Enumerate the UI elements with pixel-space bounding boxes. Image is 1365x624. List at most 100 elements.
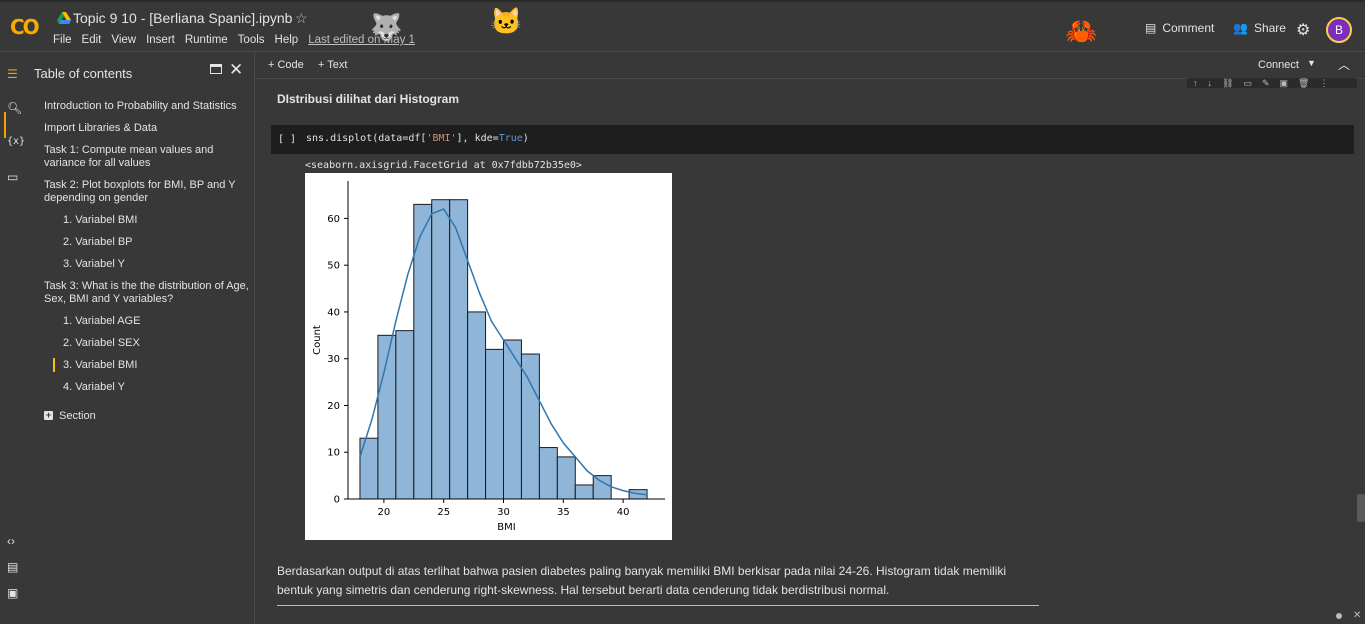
toc-selected-indicator <box>53 358 55 372</box>
histogram-plot: 0 10 20 30 40 50 60 20 25 30 35 40 BMI Count <box>305 173 672 540</box>
code-cell[interactable]: [ ] sns.displot(data=df['BMI'], kde=True… <box>271 125 1354 154</box>
command-palette-icon[interactable]: ▤ <box>7 560 19 574</box>
close-status-icon[interactable]: ✕ <box>1353 610 1362 621</box>
histogram-bar <box>395 330 415 500</box>
y-tick-label: 10 <box>327 448 340 459</box>
divider <box>277 605 1039 606</box>
histogram-bar <box>592 475 612 500</box>
connect-button[interactable]: Connect <box>1258 59 1299 71</box>
toc-item[interactable]: Import Libraries & Data <box>44 122 158 134</box>
colab-logo[interactable]: CO <box>10 15 40 39</box>
open-in-window-icon[interactable] <box>210 64 222 74</box>
menu-runtime[interactable]: Runtime <box>184 34 228 46</box>
close-icon[interactable]: ✕ <box>229 60 244 79</box>
y-tick-label: 30 <box>327 354 340 365</box>
status-indicator <box>1336 613 1342 619</box>
share-button[interactable]: 👥 Share <box>1233 21 1286 35</box>
markdown-heading: DIstribusi dilihat dari Histogram <box>277 92 460 106</box>
histogram-bar <box>556 456 576 500</box>
y-tick-label: 50 <box>327 261 340 272</box>
toc-subitem[interactable]: 2. Variabel SEX <box>63 337 140 349</box>
menu-insert[interactable]: Insert <box>146 34 175 46</box>
variables-icon[interactable]: {x} <box>7 136 26 147</box>
menu-view[interactable]: View <box>111 34 137 46</box>
cat-mascot-icon: 🐱 <box>490 6 523 36</box>
notebook-toolbar: + Code + Text Connect ▼ ︿ <box>255 52 1365 79</box>
add-section-icon[interactable]: + <box>44 410 53 420</box>
add-section-button[interactable]: Section <box>59 410 96 422</box>
y-tick-label: 60 <box>327 214 340 225</box>
toc-title: Table of contents <box>34 66 133 81</box>
x-tick-label: 30 <box>497 507 510 518</box>
cell-output-text: <seaborn.axisgrid.FacetGrid at 0x7fdbb72… <box>305 160 582 171</box>
people-icon: 👥 <box>1233 21 1248 35</box>
left-rail: ☰ 🔍︎ {x} ▭ ‹› ▤ ▣ <box>0 52 30 624</box>
dog-mascot-icon: 🐺 <box>370 12 403 42</box>
search-icon[interactable]: 🔍︎ <box>7 101 23 115</box>
scrollbar[interactable] <box>1357 494 1365 522</box>
histogram-bar <box>538 447 558 500</box>
toc-subitem[interactable]: 1. Variabel BMI <box>63 214 138 226</box>
toc-subitem[interactable]: 2. Variabel BP <box>63 236 133 248</box>
histogram-bar <box>467 311 487 500</box>
notebook-title[interactable]: Topic 9 10 - [Berliana Spanic].ipynb <box>73 10 293 26</box>
menu-help[interactable]: Help <box>274 34 299 46</box>
folder-icon[interactable]: ▭ <box>7 170 19 184</box>
histogram-bar <box>574 484 594 500</box>
code-snippets-icon[interactable]: ‹› <box>7 534 15 548</box>
toc-subitem[interactable]: 3. Variabel Y <box>63 258 125 270</box>
histogram-chart: 0 10 20 30 40 50 60 20 25 30 35 40 BMI Count <box>312 181 665 533</box>
kde-curve <box>359 208 648 496</box>
comment-icon[interactable]: ▭ <box>1243 78 1252 88</box>
markdown-paragraph: Berdasarkan output di atas terlihat bahw… <box>277 564 1007 597</box>
move-down-icon[interactable]: ↓ <box>1207 78 1213 88</box>
notebook-area: + Code + Text Connect ▼ ︿ ↑ ↓ ⛓ ▭ ✎ ▣ 🗑 … <box>255 52 1365 624</box>
toc-subitem[interactable]: 1. Variabel AGE <box>63 315 141 327</box>
add-text-button[interactable]: + Text <box>318 59 348 71</box>
chevron-up-icon[interactable]: ︿ <box>1338 58 1351 72</box>
y-tick-label: 20 <box>327 401 340 412</box>
toc-subitem[interactable]: 4. Variabel Y <box>63 381 125 393</box>
star-icon[interactable]: ☆ <box>295 10 308 26</box>
histogram-bar <box>449 199 469 500</box>
mirror-icon[interactable]: ▣ <box>1279 78 1289 88</box>
comment-button[interactable]: ▤ Comment <box>1145 21 1215 35</box>
google-drive-icon <box>57 12 71 24</box>
menu-file[interactable]: File <box>53 34 72 46</box>
run-cell-button[interactable]: [ ] <box>278 134 297 145</box>
menu-edit[interactable]: Edit <box>81 34 102 46</box>
histogram-bar <box>520 353 540 500</box>
toc-item[interactable]: Introduction to Probability and Statisti… <box>44 100 237 112</box>
comment-icon: ▤ <box>1145 21 1157 35</box>
crab-mascot-icon: 🦀 <box>1065 16 1098 46</box>
toc-subitem-selected[interactable]: 3. Variabel BMI <box>63 359 138 371</box>
toc-item[interactable]: Task 1: Compute mean values and variance… <box>44 144 214 169</box>
histogram-bar <box>431 199 451 500</box>
x-tick-label: 20 <box>378 507 391 518</box>
table-of-contents-icon[interactable]: ☰ <box>7 67 18 81</box>
avatar[interactable]: B <box>1326 17 1352 43</box>
x-axis-label: BMI <box>497 522 515 533</box>
terminal-icon[interactable]: ▣ <box>7 586 19 600</box>
cell-toolbar: ↑ ↓ ⛓ ▭ ✎ ▣ 🗑 ⋮ <box>1187 78 1357 88</box>
histogram-bar <box>485 348 505 500</box>
code-editor[interactable]: sns.displot(data=df['BMI'], kde=True) <box>306 133 529 144</box>
add-code-button[interactable]: + Code <box>268 59 304 71</box>
y-tick-label: 0 <box>334 495 340 506</box>
toc-item[interactable]: Task 2: Plot boxplots for BMI, BP and Y … <box>44 179 236 204</box>
x-tick-label: 35 <box>557 507 570 518</box>
link-icon[interactable]: ⛓ <box>1222 78 1234 88</box>
x-tick-label: 25 <box>437 507 450 518</box>
move-up-icon[interactable]: ↑ <box>1193 78 1198 88</box>
gear-icon[interactable]: ⚙ <box>1296 22 1311 39</box>
menu-bar: File Edit View Insert Runtime Tools Help… <box>53 34 425 46</box>
menu-tools[interactable]: Tools <box>237 34 265 46</box>
edit-icon[interactable]: ✎ <box>1261 78 1270 88</box>
top-bar: CO Topic 9 10 - [Berliana Spanic].ipynb … <box>0 0 1365 52</box>
delete-icon[interactable]: 🗑 <box>1298 78 1310 88</box>
toc-item[interactable]: Task 3: What is the the distribution of … <box>44 280 249 305</box>
chevron-down-icon[interactable]: ▼ <box>1307 58 1316 68</box>
table-of-contents-panel: Table of contents ✕ Introduction to Prob… <box>30 52 255 624</box>
last-edited-link[interactable]: Last edited on May 1 <box>308 34 415 46</box>
more-icon[interactable]: ⋮ <box>1319 78 1329 88</box>
